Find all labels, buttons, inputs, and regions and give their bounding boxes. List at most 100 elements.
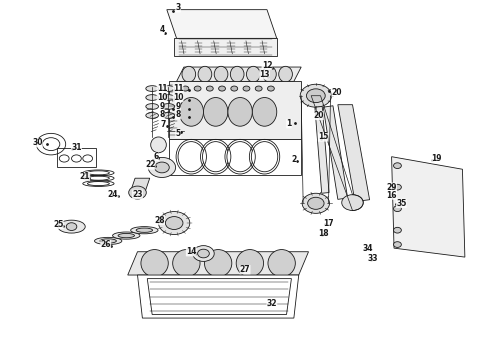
Ellipse shape — [129, 186, 147, 199]
Polygon shape — [176, 67, 301, 81]
Ellipse shape — [146, 86, 159, 91]
Text: 29: 29 — [386, 183, 397, 192]
Text: 15: 15 — [318, 132, 328, 141]
Ellipse shape — [162, 113, 174, 118]
Ellipse shape — [204, 249, 232, 277]
Text: 1: 1 — [286, 119, 292, 128]
Text: 9: 9 — [159, 102, 165, 111]
Ellipse shape — [302, 193, 330, 213]
Text: 10: 10 — [173, 93, 183, 102]
Text: 12: 12 — [262, 61, 272, 70]
Ellipse shape — [148, 157, 175, 177]
Ellipse shape — [393, 184, 401, 190]
Ellipse shape — [203, 98, 228, 126]
Text: 20: 20 — [313, 111, 323, 120]
Ellipse shape — [236, 249, 264, 277]
Polygon shape — [138, 275, 299, 318]
Ellipse shape — [243, 86, 250, 91]
Ellipse shape — [300, 84, 331, 107]
Ellipse shape — [66, 223, 77, 230]
Ellipse shape — [228, 98, 252, 126]
Ellipse shape — [162, 104, 174, 109]
Ellipse shape — [182, 66, 196, 82]
Text: 5: 5 — [175, 129, 181, 138]
Polygon shape — [130, 178, 150, 193]
Ellipse shape — [202, 141, 229, 172]
Ellipse shape — [308, 197, 324, 209]
Polygon shape — [392, 157, 465, 257]
Text: 7: 7 — [161, 120, 166, 129]
Ellipse shape — [306, 89, 325, 103]
Ellipse shape — [141, 249, 168, 277]
Text: 10: 10 — [157, 93, 167, 102]
Polygon shape — [167, 10, 277, 39]
Text: 22: 22 — [145, 161, 155, 170]
Polygon shape — [128, 252, 309, 275]
Polygon shape — [338, 105, 369, 202]
Ellipse shape — [193, 246, 214, 261]
Ellipse shape — [393, 163, 401, 168]
Ellipse shape — [162, 86, 174, 91]
Ellipse shape — [95, 237, 122, 244]
Text: 14: 14 — [186, 247, 196, 256]
Text: 9: 9 — [175, 102, 181, 111]
Ellipse shape — [179, 98, 203, 126]
Ellipse shape — [227, 141, 253, 172]
Polygon shape — [147, 279, 292, 315]
Ellipse shape — [263, 66, 276, 82]
Text: 11: 11 — [157, 84, 167, 93]
Ellipse shape — [146, 104, 159, 109]
Text: 21: 21 — [79, 172, 90, 181]
Text: 24: 24 — [108, 190, 118, 199]
Ellipse shape — [194, 86, 201, 91]
Ellipse shape — [178, 141, 204, 172]
Text: 23: 23 — [132, 190, 143, 199]
Ellipse shape — [214, 66, 228, 82]
Ellipse shape — [182, 86, 189, 91]
Polygon shape — [323, 106, 347, 199]
Ellipse shape — [146, 95, 159, 100]
Text: 3: 3 — [175, 3, 181, 12]
Text: 18: 18 — [318, 229, 328, 238]
Text: 6: 6 — [153, 152, 159, 161]
Ellipse shape — [118, 233, 134, 238]
Text: 32: 32 — [267, 299, 277, 308]
Ellipse shape — [279, 66, 293, 82]
Ellipse shape — [268, 249, 295, 277]
Polygon shape — [169, 81, 301, 139]
Ellipse shape — [100, 239, 117, 243]
Polygon shape — [169, 139, 301, 175]
Ellipse shape — [252, 98, 277, 126]
Text: 27: 27 — [240, 265, 250, 274]
Ellipse shape — [162, 95, 174, 100]
Ellipse shape — [136, 228, 152, 232]
Text: 31: 31 — [71, 143, 82, 152]
Text: 8: 8 — [175, 110, 181, 119]
Ellipse shape — [342, 195, 363, 211]
Text: 13: 13 — [259, 71, 270, 80]
Text: 20: 20 — [332, 87, 342, 96]
Ellipse shape — [393, 206, 401, 212]
Polygon shape — [174, 39, 277, 56]
Ellipse shape — [58, 220, 85, 233]
Text: 33: 33 — [368, 255, 378, 264]
Ellipse shape — [255, 86, 262, 91]
Text: 16: 16 — [386, 190, 397, 199]
Ellipse shape — [146, 113, 159, 118]
Text: 11: 11 — [173, 84, 183, 93]
Text: 2: 2 — [291, 156, 296, 165]
Ellipse shape — [197, 249, 209, 258]
Ellipse shape — [268, 86, 274, 91]
Polygon shape — [315, 107, 329, 193]
Ellipse shape — [159, 212, 190, 234]
Ellipse shape — [246, 66, 260, 82]
Ellipse shape — [165, 217, 183, 229]
Ellipse shape — [219, 86, 225, 91]
Ellipse shape — [231, 86, 238, 91]
Text: 35: 35 — [396, 199, 407, 208]
Ellipse shape — [393, 242, 401, 247]
Text: 28: 28 — [154, 216, 165, 225]
Ellipse shape — [151, 137, 166, 153]
Text: 25: 25 — [53, 220, 64, 229]
Ellipse shape — [113, 232, 140, 239]
